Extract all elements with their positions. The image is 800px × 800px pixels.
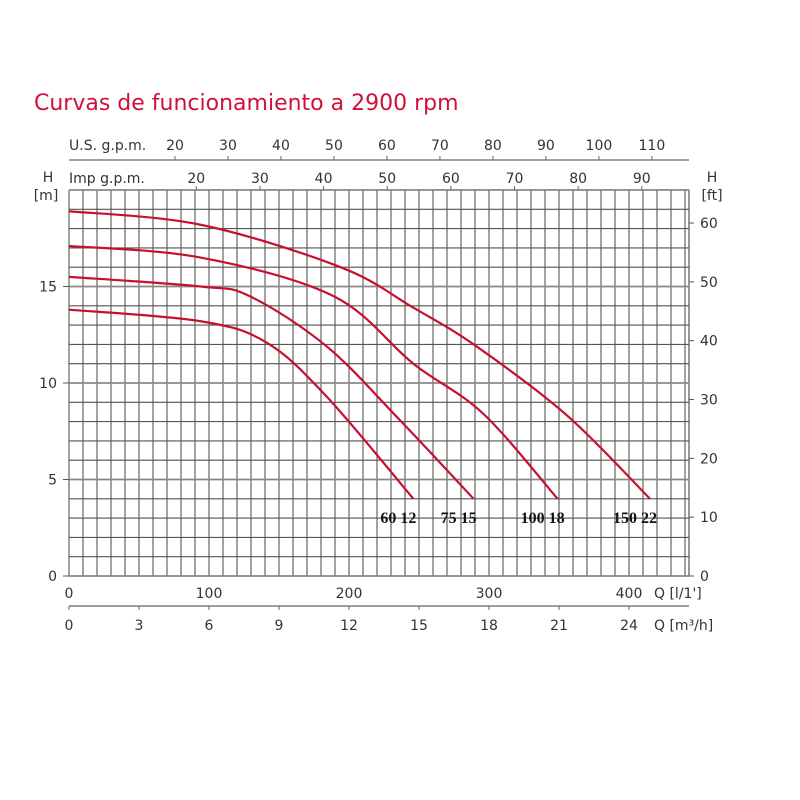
imp-gpm-tick-label: 80 <box>569 171 587 187</box>
curve-label: 150 22 <box>613 510 657 527</box>
x-tick-label: 100 <box>196 586 223 602</box>
curve-75-15 <box>68 275 475 500</box>
curve-label: 75 15 <box>441 510 477 527</box>
y-right-tick-label: 50 <box>700 275 718 291</box>
us-gpm-tick-label: 20 <box>166 138 184 154</box>
imp-gpm-tick-label: 60 <box>442 171 460 187</box>
y-right-axis-unit: [ft] <box>701 188 722 204</box>
y-axis-label: H <box>43 170 54 186</box>
y-right-tick-label: 30 <box>700 393 718 409</box>
grid <box>68 189 690 577</box>
imp-gpm-tick-label: 30 <box>251 171 269 187</box>
y-tick-label: 15 <box>39 280 57 296</box>
curve-150-22 <box>68 210 651 500</box>
us-gpm-tick-label: 70 <box>431 138 449 154</box>
imp-gpm-tick-label: 90 <box>633 171 651 187</box>
x-tick-label: 0 <box>65 586 74 602</box>
m3h-tick-label: 12 <box>340 618 358 634</box>
us-gpm-tick-label: 90 <box>537 138 555 154</box>
curve-label: 60 12 <box>380 510 416 527</box>
us-gpm-tick-label: 40 <box>272 138 290 154</box>
m3h-axis-label: Q [m³/h] <box>654 618 713 634</box>
y-right-tick-label: 10 <box>700 510 718 526</box>
y-axis-unit: [m] <box>34 188 59 204</box>
m3h-tick-label: 3 <box>135 618 144 634</box>
m3h-tick-label: 6 <box>205 618 214 634</box>
m3h-tick-label: 18 <box>480 618 498 634</box>
us-gpm-tick-label: 50 <box>325 138 343 154</box>
us-gpm-tick-label: 80 <box>484 138 502 154</box>
x-tick-label: 300 <box>476 586 503 602</box>
imp-gpm-label: Imp g.p.m. <box>69 171 145 187</box>
us-gpm-tick-label: 100 <box>586 138 613 154</box>
imp-gpm-tick-label: 70 <box>506 171 524 187</box>
y-tick-label: 5 <box>48 473 57 489</box>
m3h-tick-label: 21 <box>550 618 568 634</box>
m3h-tick-label: 15 <box>410 618 428 634</box>
us-gpm-tick-label: 110 <box>639 138 666 154</box>
imp-gpm-tick-label: 40 <box>315 171 333 187</box>
chart-title: Curvas de funcionamiento a 2900 rpm <box>34 91 459 116</box>
y-right-tick-label: 20 <box>700 451 718 467</box>
us-gpm-label: U.S. g.p.m. <box>69 138 146 154</box>
x-tick-label: 400 <box>616 586 643 602</box>
us-gpm-tick-label: 60 <box>378 138 396 154</box>
curves: 60 12 75 15 100 18 150 22 <box>68 210 657 527</box>
imp-gpm-tick-label: 50 <box>378 171 396 187</box>
curve-60-12 <box>68 308 415 500</box>
y-right-tick-label: 40 <box>700 334 718 350</box>
us-gpm-tick-label: 30 <box>219 138 237 154</box>
m3h-tick-label: 24 <box>620 618 638 634</box>
x-tick-label: 200 <box>336 586 363 602</box>
y-tick-label: 0 <box>48 569 57 585</box>
m3h-tick-label: 0 <box>65 618 74 634</box>
curve-100-18 <box>68 244 559 500</box>
m3h-tick-label: 9 <box>275 618 284 634</box>
y-right-tick-label: 60 <box>700 216 718 232</box>
x-axis-label: Q [l/1'] <box>654 586 702 602</box>
imp-gpm-tick-label: 20 <box>187 171 205 187</box>
y-tick-label: 10 <box>39 376 57 392</box>
y-right-tick-label: 0 <box>700 569 709 585</box>
y-right-axis-label: H <box>707 170 718 186</box>
curve-label: 100 18 <box>521 510 565 527</box>
